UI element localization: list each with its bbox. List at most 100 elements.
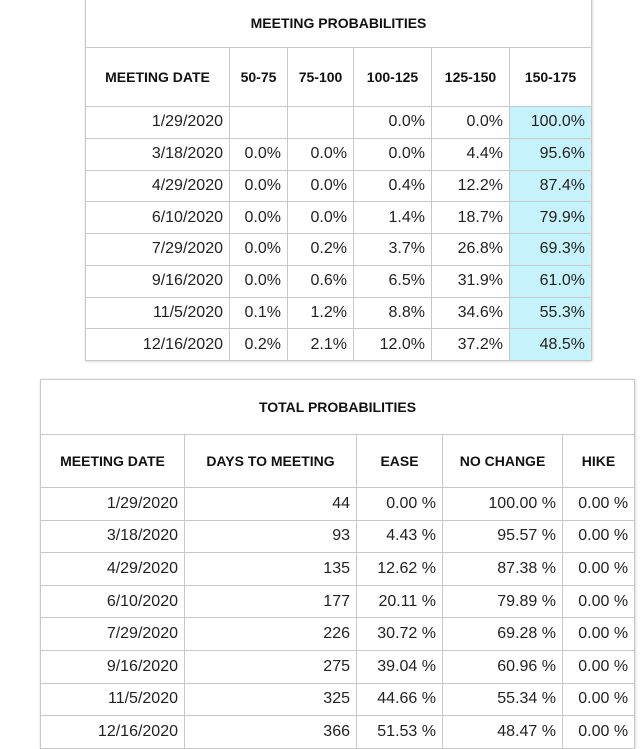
column-header: 50-75 bbox=[229, 47, 288, 107]
table-cell: 69.28 % bbox=[442, 617, 563, 651]
table-cell: 0.00 % bbox=[561, 715, 636, 749]
column-header: MEETING DATE bbox=[40, 434, 185, 488]
table-row: 12/16/2020 366 51.53 % 48.47 % 0.00 % bbox=[40, 715, 636, 749]
table-cell: 0.00 % bbox=[561, 519, 636, 554]
table-cell: 79.89 % bbox=[442, 584, 563, 619]
table-cell: 4.4% bbox=[431, 137, 510, 171]
table-cell: 0.0% bbox=[431, 106, 510, 139]
column-header: 100-125 bbox=[353, 47, 432, 107]
table-cell: 0.0% bbox=[229, 201, 288, 234]
column-header: NO CHANGE bbox=[442, 434, 563, 488]
table-cell: 1/29/2020 bbox=[85, 106, 230, 139]
table-row: 3/18/2020 93 4.43 % 95.57 % 0.00 % bbox=[40, 519, 636, 554]
table-cell: 44.66 % bbox=[356, 682, 443, 717]
meeting-probabilities-table: MEETING PROBABILITIES MEETING DATE 50-75 7… bbox=[84, 0, 593, 361]
table-cell: 69.3% bbox=[508, 233, 593, 266]
table-cell: 135 bbox=[184, 552, 357, 586]
table-cell bbox=[229, 106, 288, 139]
table-cell: 0.0% bbox=[229, 233, 288, 266]
table-cell: 0.0% bbox=[353, 137, 432, 171]
table-cell: 3/18/2020 bbox=[40, 519, 185, 554]
table-cell: 9/16/2020 bbox=[85, 264, 230, 298]
table-row: 1/29/2020 0.0% 0.0% 100.0% bbox=[85, 106, 593, 139]
table-cell: 79.9% bbox=[508, 201, 593, 234]
table-cell: 1/29/2020 bbox=[40, 487, 185, 521]
table-cell: 177 bbox=[184, 584, 357, 619]
table-cell: 30.72 % bbox=[356, 617, 443, 651]
column-header: MEETING DATE bbox=[85, 47, 230, 107]
table-cell: 1.2% bbox=[287, 296, 354, 330]
table-cell: 37.2% bbox=[431, 328, 510, 361]
table-cell: 11/5/2020 bbox=[40, 682, 185, 717]
table-cell: 60.96 % bbox=[442, 649, 563, 684]
table-cell: 61.0% bbox=[508, 264, 593, 298]
table-cell: 100.0% bbox=[508, 106, 593, 139]
table-cell: 0.0% bbox=[229, 264, 288, 298]
table-cell: 0.0% bbox=[287, 201, 354, 234]
table-cell: 51.53 % bbox=[356, 715, 443, 749]
table-cell: 3.7% bbox=[353, 233, 432, 266]
table-cell: 366 bbox=[184, 715, 357, 749]
table-cell: 95.6% bbox=[508, 137, 593, 171]
table-cell: 4/29/2020 bbox=[85, 169, 230, 203]
column-header: DAYS TO MEETING bbox=[184, 434, 357, 488]
table-cell: 7/29/2020 bbox=[40, 617, 185, 651]
table-row: 11/5/2020 0.1% 1.2% 8.8% 34.6% 55.3% bbox=[85, 296, 593, 330]
table-cell: 0.00 % bbox=[561, 584, 636, 619]
table-cell: 0.0% bbox=[229, 137, 288, 171]
table-cell: 0.00 % bbox=[356, 487, 443, 521]
table-row: 9/16/2020 0.0% 0.6% 6.5% 31.9% 61.0% bbox=[85, 264, 593, 298]
table-cell: 26.8% bbox=[431, 233, 510, 266]
table-cell: 6/10/2020 bbox=[85, 201, 230, 234]
table-cell: 12.0% bbox=[353, 328, 432, 361]
table-cell: 6.5% bbox=[353, 264, 432, 298]
table-cell: 0.4% bbox=[353, 169, 432, 203]
table-cell: 0.2% bbox=[229, 328, 288, 361]
table-cell: 275 bbox=[184, 649, 357, 684]
table-cell: 93 bbox=[184, 519, 357, 554]
meeting-probabilities-title: MEETING PROBABILITIES bbox=[84, 0, 593, 48]
table-cell: 44 bbox=[184, 487, 357, 521]
table-cell: 12/16/2020 bbox=[40, 715, 185, 749]
table-cell: 325 bbox=[184, 682, 357, 717]
total-probabilities-table: TOTAL PROBABILITIES MEETING DATE DAYS TO … bbox=[39, 379, 636, 749]
column-header: EASE bbox=[356, 434, 443, 488]
table-cell: 55.34 % bbox=[442, 682, 563, 717]
table-cell: 87.4% bbox=[508, 169, 593, 203]
table-cell: 1.4% bbox=[353, 201, 432, 234]
table-cell: 11/5/2020 bbox=[85, 296, 230, 330]
table-cell: 0.2% bbox=[287, 233, 354, 266]
table-cell: 4/29/2020 bbox=[40, 552, 185, 586]
table-row: 1/29/2020 44 0.00 % 100.00 % 0.00 % bbox=[40, 487, 636, 521]
table-cell: 0.0% bbox=[229, 169, 288, 203]
column-header: 150-175 bbox=[508, 47, 593, 107]
table-cell: 34.6% bbox=[431, 296, 510, 330]
table-cell: 20.11 % bbox=[356, 584, 443, 619]
table-cell bbox=[287, 106, 354, 139]
table-cell: 39.04 % bbox=[356, 649, 443, 684]
table-row: 4/29/2020 135 12.62 % 87.38 % 0.00 % bbox=[40, 552, 636, 586]
table-cell: 0.1% bbox=[229, 296, 288, 330]
table-row: 6/10/2020 0.0% 0.0% 1.4% 18.7% 79.9% bbox=[85, 201, 593, 234]
table-cell: 7/29/2020 bbox=[85, 233, 230, 266]
table-cell: 12.2% bbox=[431, 169, 510, 203]
table-cell: 0.0% bbox=[353, 106, 432, 139]
table-row: 6/10/2020 177 20.11 % 79.89 % 0.00 % bbox=[40, 584, 636, 619]
table-cell: 8.8% bbox=[353, 296, 432, 330]
table-cell: 6/10/2020 bbox=[40, 584, 185, 619]
table-cell: 48.47 % bbox=[442, 715, 563, 749]
column-header: HIKE bbox=[561, 434, 636, 488]
table-cell: 0.00 % bbox=[561, 552, 636, 586]
table-cell: 0.00 % bbox=[561, 649, 636, 684]
table-row: 3/18/2020 0.0% 0.0% 0.0% 4.4% 95.6% bbox=[85, 137, 593, 171]
table-cell: 31.9% bbox=[431, 264, 510, 298]
table-row: 7/29/2020 0.0% 0.2% 3.7% 26.8% 69.3% bbox=[85, 233, 593, 266]
table-cell: 100.00 % bbox=[442, 487, 563, 521]
table-row: 7/29/2020 226 30.72 % 69.28 % 0.00 % bbox=[40, 617, 636, 651]
table-cell: 12/16/2020 bbox=[85, 328, 230, 361]
table-cell: 0.0% bbox=[287, 169, 354, 203]
total-probabilities-title: TOTAL PROBABILITIES bbox=[39, 379, 636, 435]
table-cell: 12.62 % bbox=[356, 552, 443, 586]
table-cell: 2.1% bbox=[287, 328, 354, 361]
table-row: 12/16/2020 0.2% 2.1% 12.0% 37.2% 48.5% bbox=[85, 328, 593, 361]
